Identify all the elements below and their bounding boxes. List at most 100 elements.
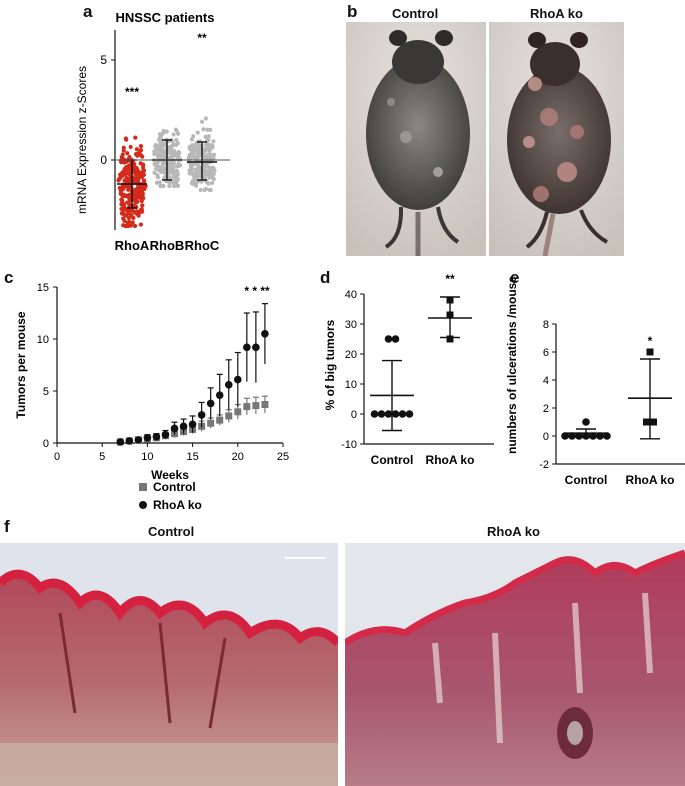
chart-a-point	[167, 183, 172, 189]
chart-a-point	[199, 119, 205, 124]
chart-a-point	[173, 127, 179, 132]
chart-a-point	[140, 193, 145, 198]
histology-rhoa-figure	[345, 543, 685, 786]
chart-a-point	[210, 175, 215, 180]
chart-a-point	[156, 175, 161, 180]
chart-a-hnssc: HNSSC patients mRNA Expression z-Scores …	[75, 10, 230, 253]
chart-a-point	[136, 213, 141, 218]
chart-a-point	[194, 167, 199, 172]
chart-a-point	[192, 176, 197, 181]
chart-a-point	[211, 171, 216, 177]
chart-a-point	[136, 187, 141, 192]
chart-a-point	[116, 177, 122, 182]
chart-a-point	[120, 202, 125, 207]
chart-a-point	[175, 141, 180, 146]
chart-e-point	[650, 418, 657, 426]
chart-a-point	[206, 137, 211, 142]
chart-e-ulcerations: numbers of ulcerations /mouse -2 0 2 4 6 8 Con…	[505, 276, 685, 487]
chart-a-point	[201, 127, 206, 132]
chart-a-point	[123, 223, 128, 229]
chart-a-point	[187, 146, 192, 151]
chart-c-ytick-label-2: 10	[37, 334, 49, 346]
chart-a-point	[135, 153, 140, 158]
chart-e-ytick-label-1: 0	[543, 431, 549, 443]
chart-a-point	[167, 150, 172, 155]
chart-d-ylabel: % of big tumors	[323, 319, 337, 410]
chart-a-point	[176, 154, 181, 160]
chart-a-point	[160, 153, 165, 158]
photo-mouse-control	[346, 22, 486, 256]
chart-c-point-control	[252, 402, 260, 410]
chart-a-point	[208, 127, 213, 132]
legend-rhoa-label: RhoA ko	[153, 498, 202, 512]
chart-d-point	[384, 335, 393, 343]
chart-a-significance-2: **	[197, 31, 207, 45]
chart-a-point	[189, 181, 194, 186]
chart-a-point	[126, 215, 132, 221]
photo-b-label-rhoa: RhoA ko	[530, 6, 583, 21]
chart-a-point	[192, 182, 198, 187]
chart-c-tumors: Tumors per mouse Weeks * * ** 0 5 10 15 0 5 10…	[14, 282, 289, 512]
chart-c-point-rhoa	[206, 399, 215, 408]
chart-c-point-rhoa	[116, 438, 125, 446]
chart-c-point-control	[207, 419, 215, 427]
chart-d-point	[398, 410, 407, 418]
chart-c-annotation: * * **	[244, 284, 270, 298]
chart-d-big-tumors: % of big tumors -10 0 10 20 30 40 Control RhoA …	[323, 272, 494, 467]
panel-letter-d: d	[320, 268, 331, 287]
chart-e-ylabel-text: numbers of ulcerations /mouse	[505, 276, 519, 454]
chart-d-ytick-label-1: 0	[351, 409, 357, 421]
chart-a-point	[121, 145, 126, 150]
photo-mouse-rhoa-ko	[489, 22, 624, 256]
chart-a-point	[124, 168, 129, 173]
chart-a-point	[118, 191, 123, 196]
chart-e-significance-1: *	[648, 334, 653, 348]
chart-a-point	[164, 129, 169, 134]
photo-b-label-control: Control	[392, 6, 439, 21]
chart-a-point	[121, 148, 126, 153]
chart-a-point	[139, 209, 144, 214]
chart-a-point	[195, 130, 200, 135]
chart-a-point	[202, 187, 207, 193]
chart-d-point	[384, 410, 393, 418]
chart-c-xtick-label-3: 15	[186, 451, 198, 463]
chart-a-point	[189, 154, 194, 160]
chart-e-point	[603, 432, 611, 440]
chart-c-point-control	[225, 412, 233, 420]
chart-a-point	[211, 139, 216, 144]
chart-a-point	[131, 215, 136, 221]
chart-d-ytick-label-4: 30	[345, 319, 357, 331]
chart-a-point	[207, 166, 212, 171]
chart-a-point	[201, 156, 207, 161]
panel-letter-e: e	[510, 268, 520, 287]
chart-d-ytick-label-2: 10	[345, 379, 357, 391]
chart-a-point	[171, 170, 176, 175]
chart-a-point	[172, 183, 177, 189]
chart-e-point	[582, 418, 590, 426]
chart-a-point	[193, 172, 199, 177]
chart-a-point	[123, 136, 128, 141]
chart-c-xtick-label-1: 5	[99, 451, 105, 463]
chart-a-point	[152, 149, 157, 155]
chart-a-title: HNSSC patients	[116, 10, 215, 25]
chart-a-point	[207, 148, 212, 153]
chart-a-point	[203, 171, 208, 176]
chart-d-significance-1: **	[445, 272, 455, 286]
chart-a-point	[132, 223, 138, 229]
chart-a-point	[143, 183, 148, 189]
chart-a-point	[202, 175, 207, 180]
panel-letter-c: c	[4, 268, 14, 287]
chart-c-xtick-label-0: 0	[54, 451, 60, 463]
chart-a-point	[117, 185, 122, 190]
mouse-rhoa-figure	[489, 22, 624, 256]
chart-c-point-rhoa	[143, 434, 152, 442]
chart-a-point	[191, 134, 196, 139]
chart-c-legend: Control RhoA ko	[139, 480, 202, 512]
chart-a-significance-0: ***	[125, 85, 139, 99]
chart-a-point	[158, 169, 163, 174]
chart-a-point	[203, 116, 208, 121]
chart-a-point	[119, 197, 124, 202]
chart-a-point	[127, 185, 132, 190]
histology-control	[0, 543, 338, 786]
chart-a-point	[139, 174, 145, 179]
